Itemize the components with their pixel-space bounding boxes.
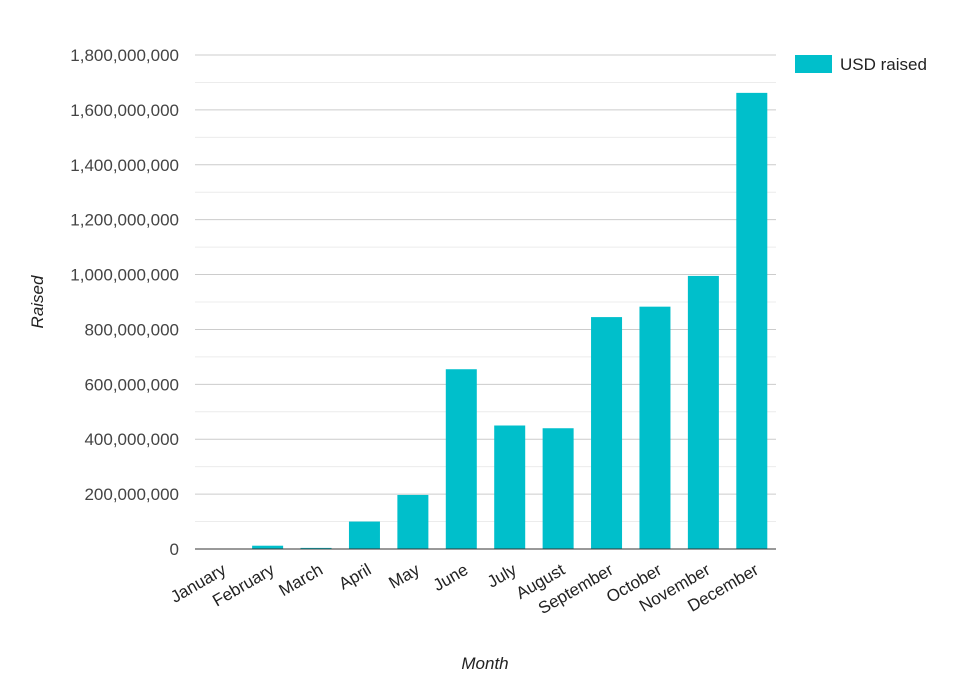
bar-july [494,426,525,550]
y-tick-label: 200,000,000 [84,485,179,504]
bar-september [591,317,622,549]
x-axis-title: Month [461,654,508,673]
bar-may [397,495,428,549]
bar-june [446,369,477,549]
y-tick-label: 400,000,000 [84,430,179,449]
y-tick-label: 800,000,000 [84,320,179,339]
y-axis-ticks: 0 200,000,000 400,000,000 600,000,000 800,00… [70,46,179,559]
y-tick-label: 1,400,000,000 [70,156,179,175]
legend: USD raised [795,55,927,74]
y-tick-label: 1,600,000,000 [70,101,179,120]
x-tick-label: March [276,560,326,600]
x-tick-label: May [386,560,424,593]
bar-series [204,93,768,549]
legend-swatch-usd-raised [795,55,832,73]
legend-label-usd-raised: USD raised [840,55,927,74]
bar-august [543,428,574,549]
x-tick-label: June [430,560,471,595]
y-tick-label: 1,000,000,000 [70,266,179,285]
bar-april [349,522,380,549]
y-tick-label: 1,800,000,000 [70,46,179,65]
y-axis-title: Raised [28,275,47,328]
bar-october [639,307,670,549]
bar-november [688,276,719,549]
y-tick-label: 0 [170,540,179,559]
y-tick-label: 1,200,000,000 [70,211,179,230]
y-tick-label: 600,000,000 [84,375,179,394]
bar-december [736,93,767,549]
x-tick-label: April [335,560,374,593]
